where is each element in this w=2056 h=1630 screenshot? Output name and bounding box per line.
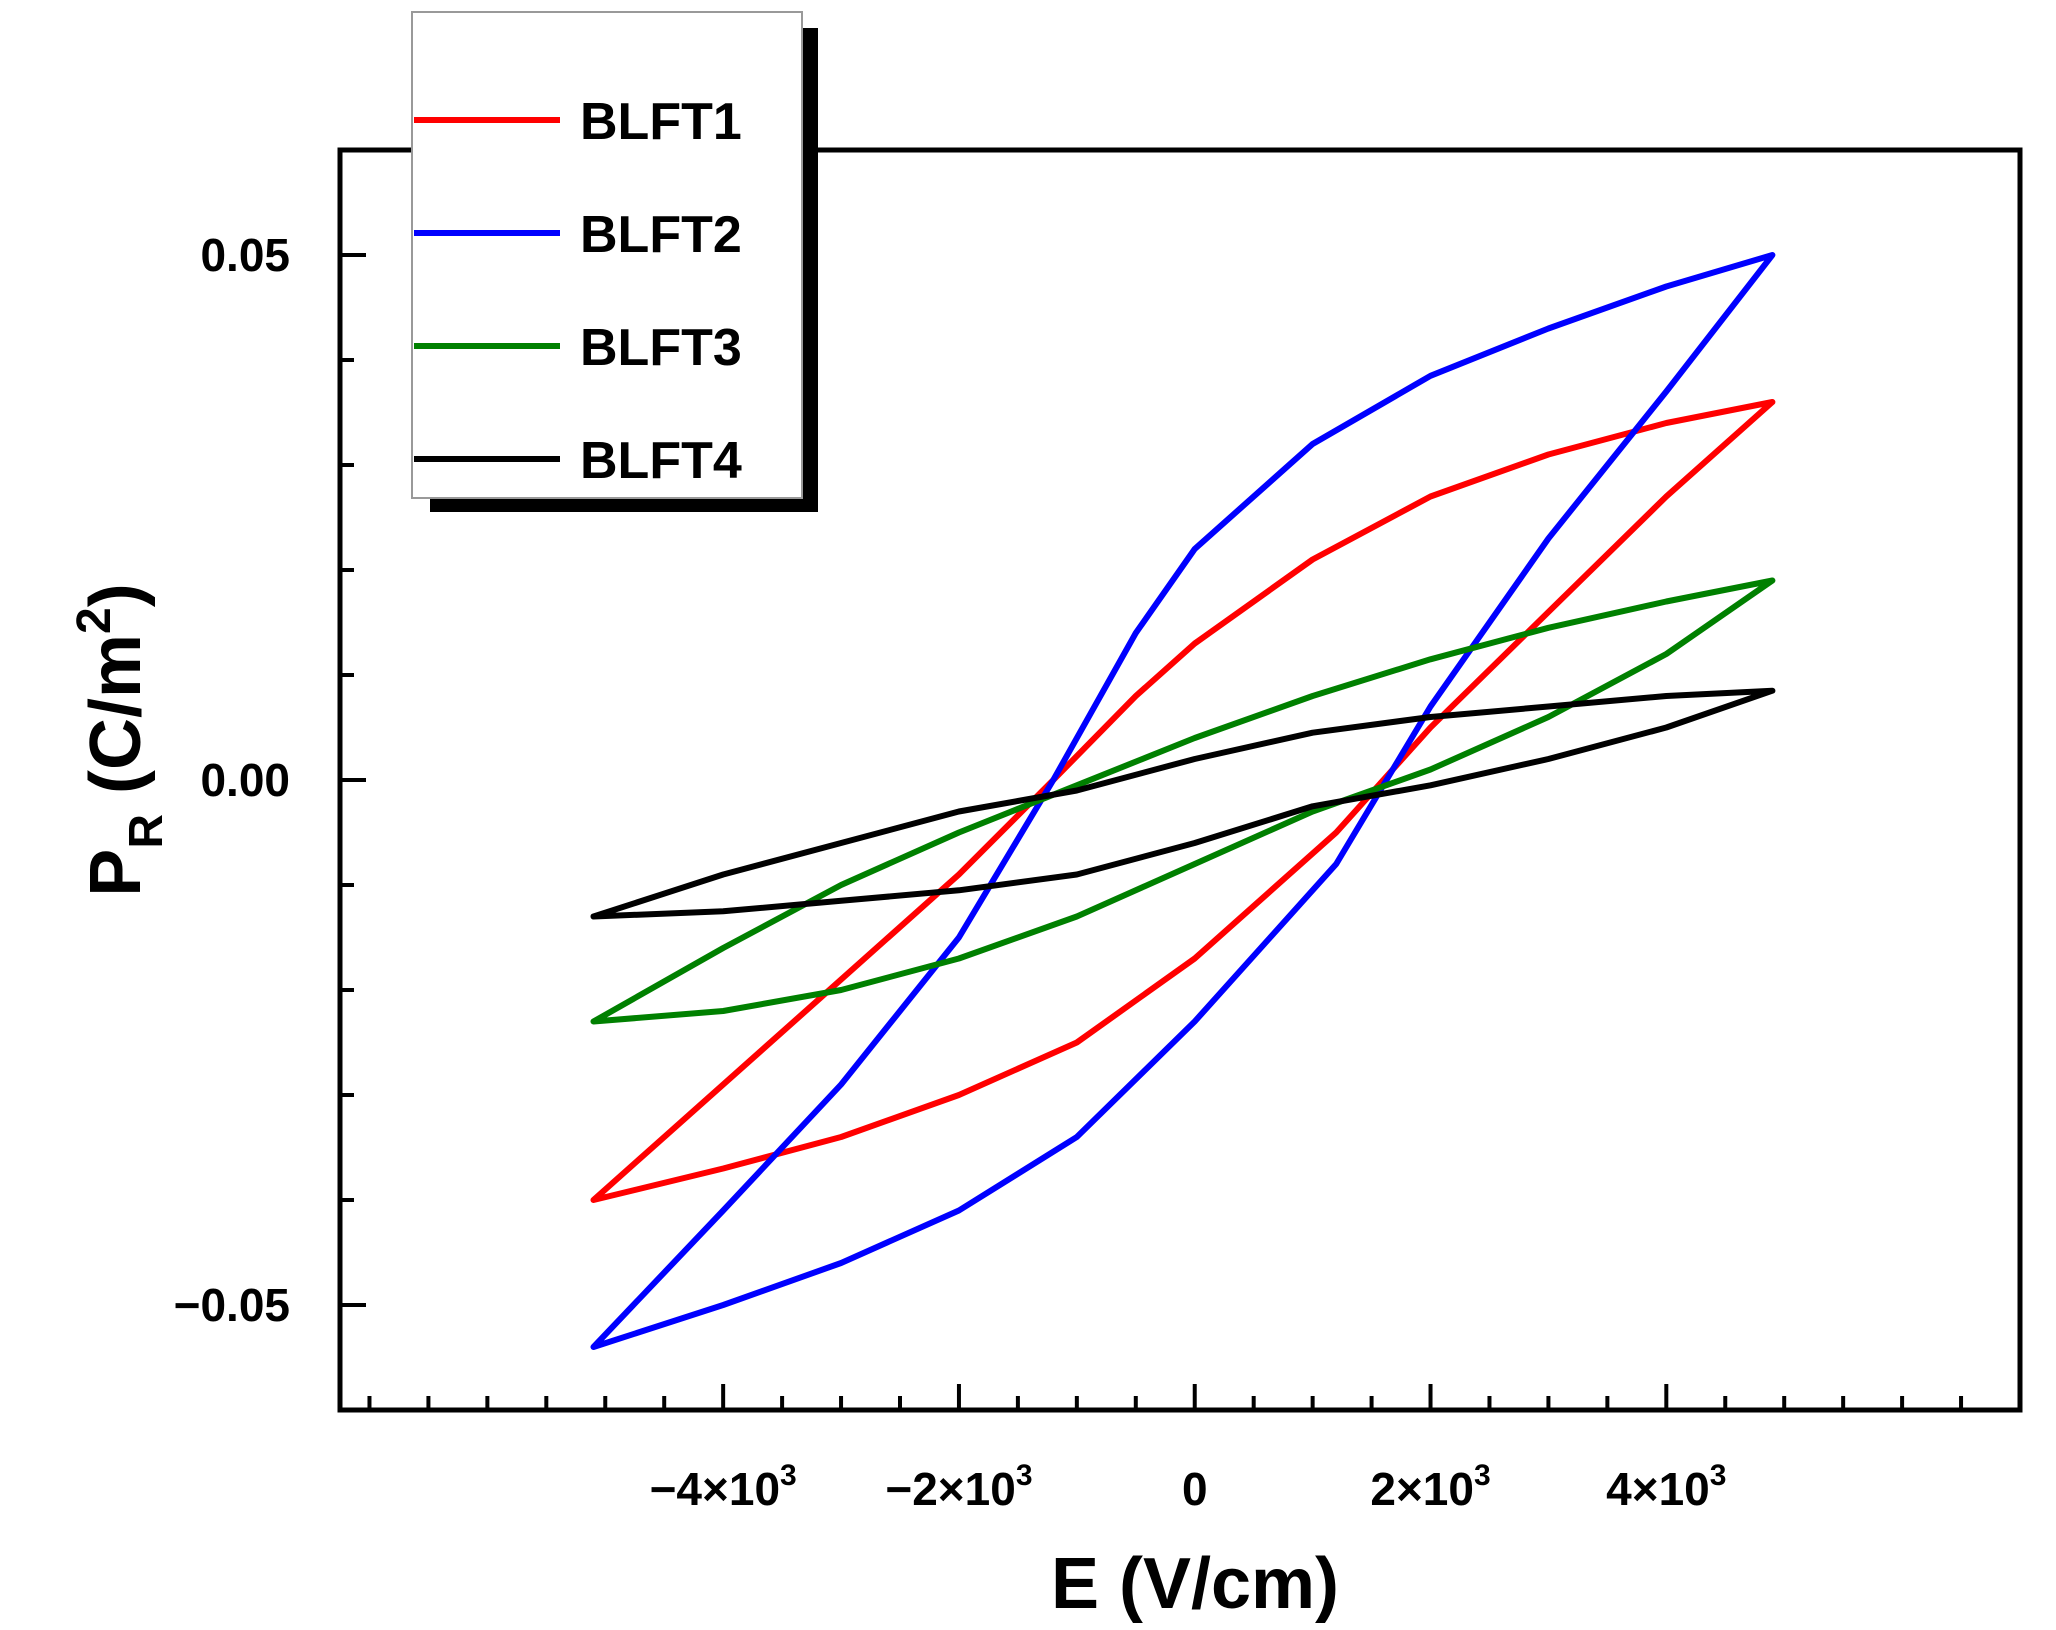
- axis-ticks: [340, 148, 2022, 1412]
- series-line-blft4: [590, 687, 1776, 920]
- x-axis-label: E (V/cm): [1051, 1544, 1339, 1624]
- legend-box: [411, 11, 803, 499]
- legend-label-blft3: BLFT3: [580, 319, 742, 377]
- y-tick-label: −0.05: [174, 1279, 290, 1331]
- legend-label-blft4: BLFT4: [580, 432, 742, 490]
- series-line-blft2: [590, 252, 1776, 1350]
- x-tick-label: 2×103: [1370, 1459, 1490, 1515]
- y-tick-label: 0.00: [200, 754, 290, 806]
- x-tick-label: 0: [1182, 1463, 1208, 1515]
- tick-labels: −4×103 −2×103 0 2×103 4×103 0.05 0.00 −0.05: [174, 229, 1727, 1515]
- x-tick-label: −2×103: [885, 1459, 1032, 1515]
- plot-area: [337, 147, 2023, 1413]
- legend-label-blft2: BLFT2: [580, 206, 742, 264]
- series-line-blft3: [590, 577, 1776, 1025]
- x-tick-label: −4×103: [650, 1459, 797, 1515]
- legend: BLFT1 BLFT2 BLFT3 BLFT4: [411, 11, 818, 512]
- y-axis-label: PR (C/m2): [68, 583, 173, 896]
- x-tick-label: 4×103: [1606, 1459, 1726, 1515]
- y-tick-label: 0.05: [200, 229, 290, 281]
- legend-label-blft1: BLFT1: [580, 93, 742, 151]
- series-line-blft1: [590, 399, 1776, 1203]
